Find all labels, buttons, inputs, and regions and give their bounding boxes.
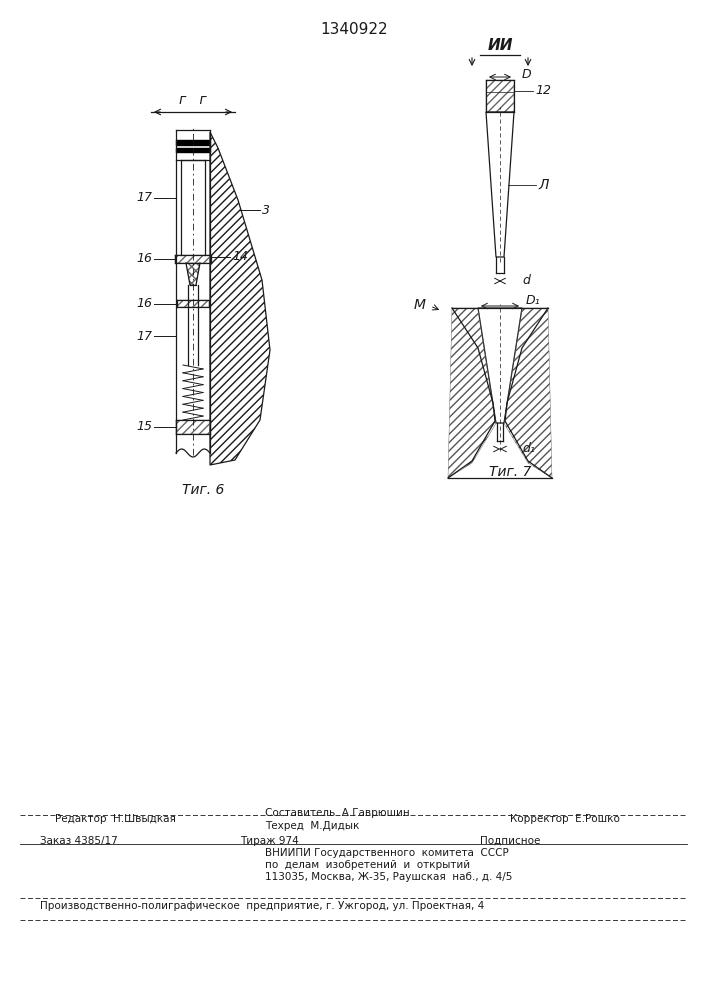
Text: 14: 14 bbox=[232, 250, 248, 263]
Text: ИИ: ИИ bbox=[487, 38, 513, 53]
Text: d₁: d₁ bbox=[522, 442, 535, 454]
Text: ВНИИПИ Государственного  комитета  СССР: ВНИИПИ Государственного комитета СССР bbox=[265, 848, 509, 858]
Text: Составитель  А.Гаврюшин: Составитель А.Гаврюшин bbox=[265, 808, 410, 818]
Text: D: D bbox=[522, 68, 532, 82]
Text: 16: 16 bbox=[136, 297, 152, 310]
Text: по  делам  изобретений  и  открытий: по делам изобретений и открытий bbox=[265, 860, 470, 870]
Text: Заказ 4385/17: Заказ 4385/17 bbox=[40, 836, 118, 846]
Text: Л: Л bbox=[538, 178, 549, 192]
Text: 113035, Москва, Ж-35, Раушская  наб., д. 4/5: 113035, Москва, Ж-35, Раушская наб., д. … bbox=[265, 872, 513, 882]
Text: 12: 12 bbox=[535, 85, 551, 98]
Polygon shape bbox=[478, 308, 522, 423]
Text: Корректор  Е.Рошко: Корректор Е.Рошко bbox=[510, 814, 620, 824]
Text: 3: 3 bbox=[262, 204, 270, 217]
Text: 16: 16 bbox=[136, 252, 152, 265]
Text: 17: 17 bbox=[136, 191, 152, 204]
Text: Подписное: Подписное bbox=[480, 836, 540, 846]
Text: Тираж 974: Тираж 974 bbox=[240, 836, 299, 846]
Text: М: М bbox=[414, 298, 426, 312]
Text: Техред  М.Дидык: Техред М.Дидык bbox=[265, 820, 359, 831]
Text: Τиг. 7: Τиг. 7 bbox=[489, 465, 531, 479]
Text: 1340922: 1340922 bbox=[320, 22, 388, 37]
Text: 17: 17 bbox=[136, 330, 152, 342]
Text: Производственно-полиграфическое  предприятие, г. Ужгород, ул. Проектная, 4: Производственно-полиграфическое предприя… bbox=[40, 901, 484, 911]
Text: D₁: D₁ bbox=[526, 294, 541, 308]
Text: Τиг. 6: Τиг. 6 bbox=[182, 483, 224, 497]
Text: 15: 15 bbox=[136, 420, 152, 434]
Polygon shape bbox=[486, 112, 514, 257]
Text: d: d bbox=[522, 273, 530, 286]
Text: Редактор  Н.Швыдкая: Редактор Н.Швыдкая bbox=[55, 814, 176, 824]
Text: г   г: г г bbox=[179, 93, 207, 107]
